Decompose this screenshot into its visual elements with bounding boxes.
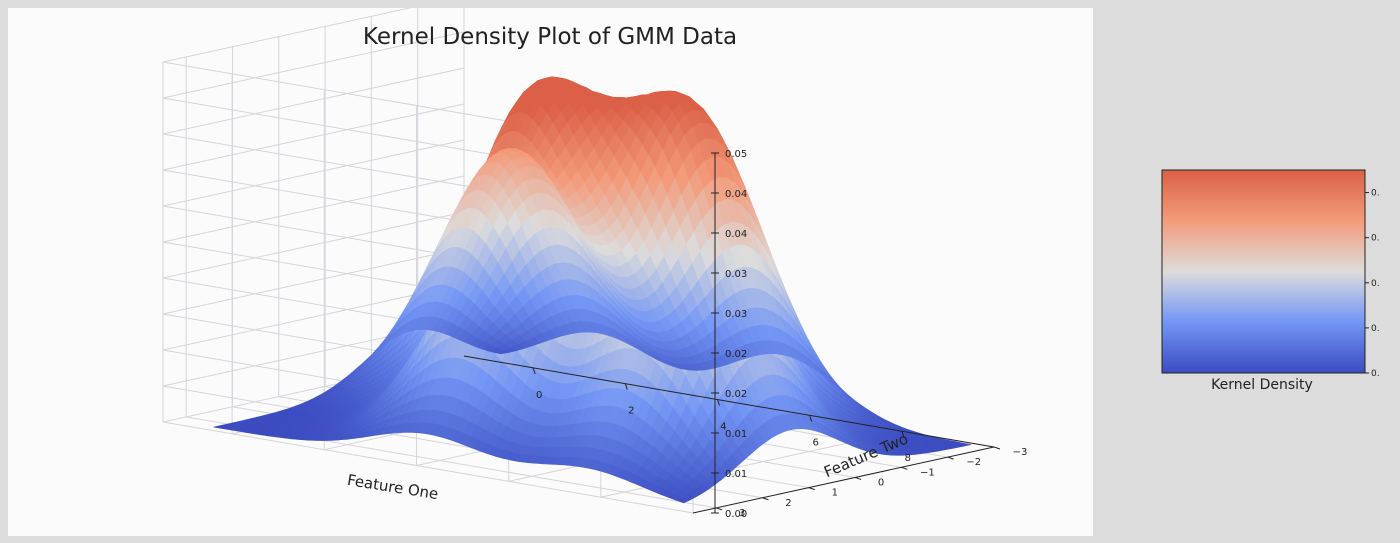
x-axis-line [463,355,995,448]
z-tick-label: 0.04 [725,189,747,200]
surface-layer [213,76,971,504]
y-tick-label: 0 [878,477,884,488]
y-tick-mark [762,497,769,501]
grid-line [162,247,465,315]
y-tick-mark [947,456,954,460]
y-axis-line [692,446,995,514]
surface-plot: 0 2 4 6 8 −3 −2 −1 0 1 2 30.00 0.01 0.01 0.02 0.02 0.03 0… [162,8,1028,520]
grid-line [162,421,694,514]
y-tick-mark [854,476,862,480]
z-tick-label: 0.00 [725,509,747,520]
z-tick-label: 0.01 [725,429,747,440]
z-tick-label: 0.02 [725,389,747,400]
axis-layer: 0 2 4 6 8 −3 −2 −1 0 1 2 30.00 0.01 0.01 0.02 0.02 0.03 0… [463,149,1028,520]
x-tick-label: 0 [536,390,542,401]
grid-line [162,31,465,99]
x-tick-mark [532,367,536,375]
y-tick-mark [901,466,908,470]
y-tick-label: 2 [785,498,791,509]
x-tick-mark [901,431,905,438]
z-tick-label: 0.05 [725,149,747,160]
y-tick-label: 3 [739,508,745,519]
y-tick-mark [808,487,815,491]
chart-title: Kernel Density Plot of GMM Data [363,24,737,50]
colorbar-tick-label: 0.04 [1371,189,1380,199]
plot-panel: 0 2 4 6 8 −3 −2 −1 0 1 2 3 0.00 0.01 0.01 0.02 0.02 0.03 0… [8,8,1093,536]
grid-line [162,211,465,279]
x-tick-mark [809,415,813,422]
x-tick-label: 6 [812,437,818,448]
x-tick-label: 4 [720,422,726,433]
y-tick-label: −2 [966,457,981,468]
x-tick-mark [624,383,628,390]
y-tick-label: 1 [832,488,838,499]
y-tick-label: −3 [1013,447,1028,458]
z-tick-label: 0.02 [725,349,747,360]
x-tick-mark [717,399,720,406]
grid-line [162,175,465,243]
colorbar: 0.00 0.01 0.02 0.03 0.04 Kernel Density [1150,160,1380,400]
z-tick-label: 0.04 [725,229,747,240]
z-tick-label: 0.03 [725,269,747,280]
colorbar-tick-label: 0.03 [1371,234,1380,244]
x-tick-label: 2 [628,406,634,417]
grid-line [162,103,465,171]
colorbar-tick-label: 0.02 [1371,279,1380,289]
x-axis-title: Feature One [346,471,440,503]
x-tick-label: 8 [905,453,911,464]
colorbar-svg: 0.00 0.01 0.02 0.03 0.04 Kernel Density [1161,169,1380,393]
y-tick-mark [715,507,723,511]
grid-line [162,8,412,63]
grid-line [162,67,465,135]
colorbar-tick-label: 0.01 [1371,324,1380,334]
z-tick-label: 0.03 [725,309,747,320]
z-tick-label: 0.01 [725,469,747,480]
colorbar-tick-label: 0.00 [1371,369,1380,379]
grid-line [162,139,465,207]
surface-facet [494,350,509,355]
colorbar-label: Kernel Density [1211,377,1313,393]
y-tick-mark [993,446,1001,450]
colorbar-gradient [1161,169,1366,374]
y-tick-label: −1 [920,467,935,478]
colorbar-ticks: 0.00 0.01 0.02 0.03 0.04 [1365,189,1380,379]
